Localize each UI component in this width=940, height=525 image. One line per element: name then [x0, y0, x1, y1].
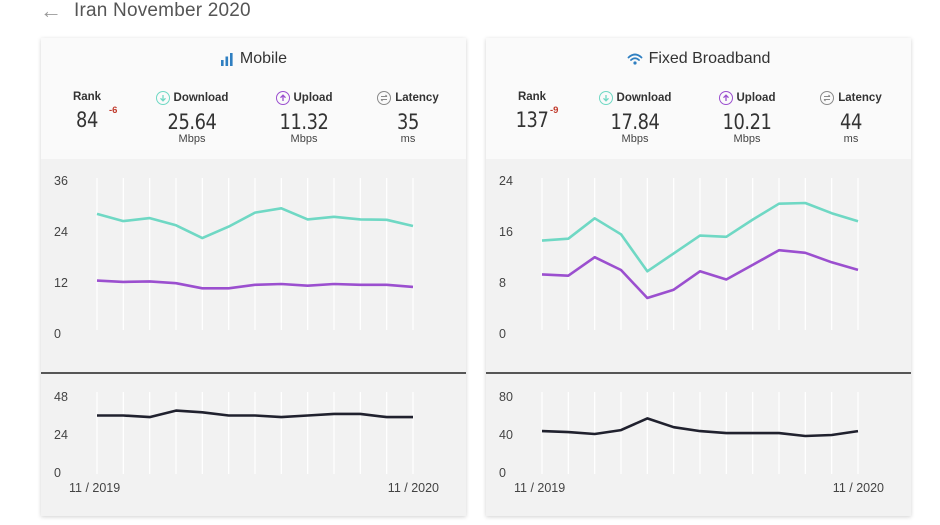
- latency-unit: ms: [400, 133, 416, 145]
- latency-series-line: [97, 409, 413, 419]
- download-value: 17.84: [610, 110, 660, 134]
- download-icon: [155, 91, 170, 105]
- upload-icon: [718, 91, 733, 105]
- upload-label: Upload: [259, 91, 349, 105]
- fixed-broadband-card: Fixed Broadband Rank 137 -9 Download 17.…: [486, 38, 911, 516]
- y-tick-label: 40: [499, 428, 513, 442]
- y-tick-label: 24: [499, 174, 513, 188]
- upload-value: 11.32: [279, 110, 329, 134]
- upload-unit: Mbps: [290, 133, 318, 145]
- latency-value: 35: [397, 110, 419, 134]
- card-title: Mobile: [41, 50, 466, 68]
- arrow-left-icon[interactable]: ←: [40, 0, 62, 23]
- card-title: Fixed Broadband: [486, 50, 911, 68]
- upload-stat: Upload 10.21 Mbps: [702, 91, 792, 145]
- rank-change: -6: [109, 105, 118, 116]
- rank-label: Rank: [72, 91, 102, 103]
- latency-stat: Latency 44 ms: [810, 91, 892, 145]
- page-header: ← Iran November 2020: [40, 0, 251, 22]
- y-tick-label: 0: [54, 327, 61, 341]
- card-title-text: Fixed Broadband: [648, 50, 771, 67]
- upload-unit: Mbps: [733, 133, 761, 145]
- rank-label: Rank: [517, 91, 547, 103]
- mobile-chart: 36 24 12 0 48 24 0 11 / 2019 11 / 2020: [41, 174, 466, 495]
- download-label: Download: [145, 91, 239, 105]
- upload-icon: [275, 91, 290, 105]
- latency-label: Latency: [367, 91, 449, 105]
- upload-value: 10.21: [722, 110, 772, 134]
- latency-label-text: Latency: [838, 92, 882, 104]
- latency-label-text: Latency: [395, 92, 439, 104]
- download-label-text: Download: [616, 92, 672, 104]
- y-tick-label: 36: [54, 174, 68, 188]
- download-series-line: [96, 207, 414, 240]
- y-tick-label: 48: [54, 390, 68, 404]
- upload-series-line: [541, 248, 859, 300]
- upload-label: Upload: [702, 91, 792, 105]
- y-tick-label: 0: [499, 466, 506, 480]
- upload-label-text: Upload: [736, 92, 776, 104]
- latency-icon: [820, 91, 835, 105]
- rank-stat: Rank 137: [511, 91, 553, 131]
- latency-stat: Latency 35 ms: [367, 91, 449, 145]
- y-tick-label: 16: [499, 225, 513, 239]
- download-series-line: [541, 201, 859, 273]
- x-start-label: 11 / 2019: [69, 481, 120, 495]
- card-header: Fixed Broadband Rank 137 -9 Download 17.…: [486, 38, 911, 159]
- download-label: Download: [588, 91, 682, 105]
- download-label-text: Download: [173, 92, 229, 104]
- y-tick-label: 0: [499, 327, 506, 341]
- latency-series-line: [541, 417, 859, 438]
- page-title: Iran November 2020: [74, 0, 251, 21]
- signal-bars-icon: [220, 53, 233, 66]
- upload-stat: Upload 11.32 Mbps: [259, 91, 349, 145]
- rank-value: 84: [76, 108, 98, 132]
- x-end-label: 11 / 2020: [833, 481, 884, 495]
- y-tick-label: 80: [499, 390, 513, 404]
- download-stat: Download 17.84 Mbps: [588, 91, 682, 145]
- latency-icon: [377, 91, 392, 105]
- y-tick-label: 0: [54, 466, 61, 480]
- x-end-label: 11 / 2020: [388, 481, 439, 495]
- upload-label-text: Upload: [293, 92, 333, 104]
- download-value: 25.64: [167, 110, 217, 134]
- mobile-card: Mobile Rank 84 -6 Download 25.64 Mbps Up…: [41, 38, 466, 516]
- upload-series-line: [96, 279, 414, 290]
- download-icon: [598, 91, 613, 105]
- card-header: Mobile Rank 84 -6 Download 25.64 Mbps Up…: [41, 38, 466, 159]
- rank-stat: Rank 84: [67, 91, 107, 131]
- y-tick-label: 24: [54, 428, 68, 442]
- latency-unit: ms: [843, 133, 859, 145]
- latency-value: 44: [840, 110, 862, 134]
- y-tick-label: 24: [54, 225, 68, 239]
- x-start-label: 11 / 2019: [514, 481, 565, 495]
- rank-value: 137: [515, 108, 549, 132]
- rank-change: -9: [550, 105, 559, 116]
- download-unit: Mbps: [178, 133, 206, 145]
- y-tick-label: 12: [54, 276, 68, 290]
- download-stat: Download 25.64 Mbps: [145, 91, 239, 145]
- latency-label: Latency: [810, 91, 892, 105]
- y-tick-label: 8: [499, 276, 506, 290]
- card-title-text: Mobile: [239, 50, 288, 67]
- download-unit: Mbps: [621, 133, 649, 145]
- wifi-icon: [627, 53, 642, 65]
